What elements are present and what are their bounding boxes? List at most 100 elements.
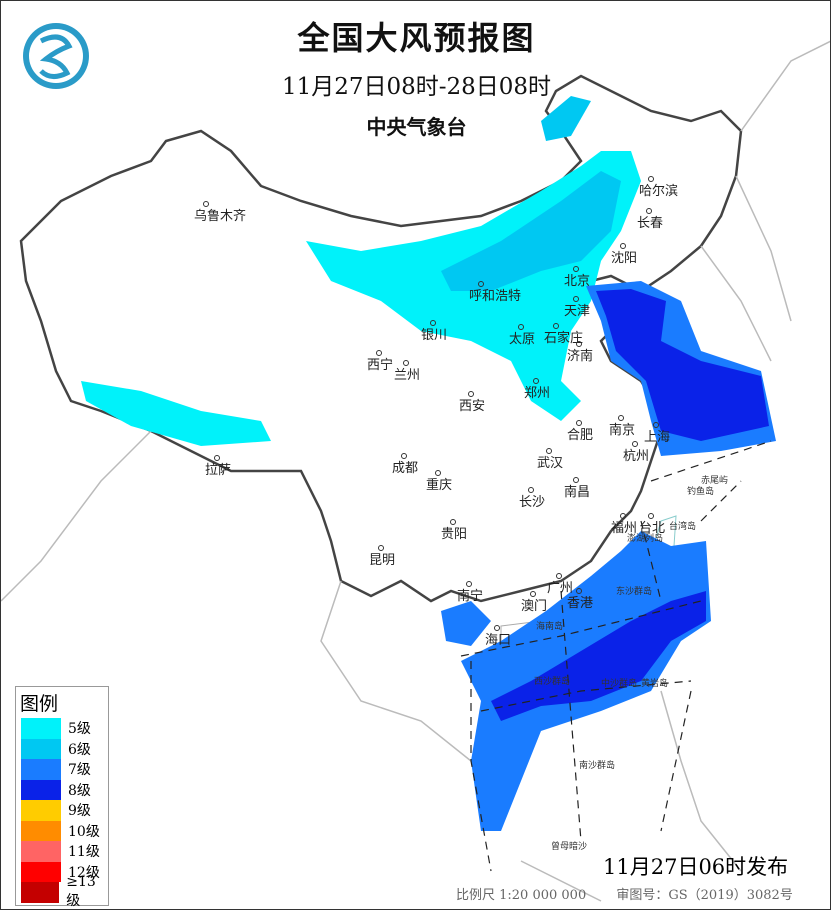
city-marker: 长沙 xyxy=(519,487,545,510)
city-marker: 重庆 xyxy=(426,470,452,493)
city-label: 成都 xyxy=(392,461,418,476)
legend-swatch xyxy=(21,738,61,759)
city-dot xyxy=(435,470,441,476)
legend-label: ≥13级 xyxy=(66,874,96,910)
city-label: 长沙 xyxy=(519,495,545,510)
city-marker: 海口 xyxy=(485,625,511,648)
city-label: 武汉 xyxy=(537,456,563,471)
city-dot xyxy=(450,519,456,525)
wind-area-level-6 xyxy=(441,171,621,291)
city-dot xyxy=(620,513,626,519)
legend-swatch xyxy=(21,882,60,903)
city-dot xyxy=(546,448,552,454)
legend-swatch xyxy=(21,841,61,862)
city-marker: 杭州 xyxy=(623,441,649,464)
island-label: 中沙群岛 xyxy=(601,677,637,689)
city-label: 郑州 xyxy=(524,386,550,401)
city-label: 杭州 xyxy=(623,449,649,464)
dashed-line xyxy=(460,440,772,872)
island-label: 澎湖列岛 xyxy=(627,532,663,544)
city-label: 贵阳 xyxy=(441,527,467,542)
city-marker: 澳门 xyxy=(521,591,547,614)
legend-label: 12级 xyxy=(68,864,100,881)
legend-label: 8级 xyxy=(68,782,91,799)
city-dot xyxy=(214,455,220,461)
city-label: 海口 xyxy=(485,633,511,648)
city-dot xyxy=(430,320,436,326)
city-marker: 哈尔滨 xyxy=(639,176,678,199)
city-marker: 天津 xyxy=(564,296,590,319)
city-dot xyxy=(573,266,579,272)
scale-text: 比例尺 1:20 000 000 xyxy=(456,888,587,903)
city-label: 上海 xyxy=(644,430,670,445)
city-label: 拉萨 xyxy=(205,463,231,478)
city-marker: 西宁 xyxy=(367,350,393,373)
legend-label: 5级 xyxy=(68,721,91,738)
city-marker: 兰州 xyxy=(394,360,420,383)
city-label: 银川 xyxy=(421,328,447,343)
legend-label: 11级 xyxy=(68,844,100,861)
city-marker: 上海 xyxy=(644,422,670,445)
city-label: 南宁 xyxy=(457,588,483,604)
island-label: 南沙群岛 xyxy=(579,759,615,771)
city-label: 济南 xyxy=(567,348,593,364)
city-dot xyxy=(646,208,652,214)
city-label: 合肥 xyxy=(567,428,593,443)
city-dot xyxy=(648,513,654,519)
city-label: 天津 xyxy=(564,304,590,319)
city-marker: 南京 xyxy=(609,415,635,438)
island-label: 西沙群岛 xyxy=(534,675,570,687)
city-marker: 太原 xyxy=(509,324,535,347)
city-dot xyxy=(376,350,382,356)
wind-area-level-5-tibet xyxy=(81,381,271,446)
city-dot xyxy=(468,391,474,397)
city-marker: 台北 xyxy=(639,513,665,536)
city-dot xyxy=(576,588,582,594)
legend-swatch xyxy=(21,820,61,841)
legend-item: 12级 xyxy=(16,861,108,882)
neighbor-borders xyxy=(1,40,830,902)
legend-item: 9级 xyxy=(16,800,108,821)
legend-item: 7级 xyxy=(16,759,108,780)
city-marker: 郑州 xyxy=(524,378,550,401)
review-number: 审图号：GS（2019）3082号 xyxy=(616,888,793,903)
legend-item: 5级 xyxy=(16,718,108,739)
city-marker: 福州 xyxy=(611,513,637,536)
city-dot xyxy=(632,441,638,447)
city-dot xyxy=(494,625,500,631)
city-label: 台北 xyxy=(639,521,665,536)
city-label: 乌鲁木齐 xyxy=(194,208,246,224)
city-label: 太原 xyxy=(509,332,535,347)
legend-label: 10级 xyxy=(68,823,100,840)
city-dot xyxy=(530,591,536,597)
island-label: 黄岩岛 xyxy=(641,677,668,689)
city-marker: 成都 xyxy=(392,453,418,476)
city-label: 广州 xyxy=(547,581,573,596)
forecast-period: 11月27日08时-28日08时 xyxy=(281,74,552,100)
city-marker: 香港 xyxy=(567,588,593,611)
legend-item: ≥13级 xyxy=(16,874,108,909)
city-label: 重庆 xyxy=(426,477,452,493)
cma-logo-icon xyxy=(23,23,89,89)
city-dot xyxy=(648,176,654,182)
city-marker: 呼和浩特 xyxy=(469,281,521,304)
wind-area-level-8-south-sea xyxy=(491,591,706,721)
city-marker: 长春 xyxy=(637,208,663,231)
wind-area-level-6-ne xyxy=(541,96,591,141)
legend-swatch xyxy=(21,718,61,739)
city-marker: 昆明 xyxy=(369,545,395,568)
city-label: 南京 xyxy=(609,422,635,438)
island-label: 曾母暗沙 xyxy=(551,840,587,852)
legend-swatch xyxy=(21,861,61,882)
legend-swatch xyxy=(21,779,61,800)
legend-swatch xyxy=(21,759,61,780)
legend-title: 图例 xyxy=(20,693,59,715)
city-dot xyxy=(401,453,407,459)
city-marker: 广州 xyxy=(547,573,573,596)
city-label: 呼和浩特 xyxy=(469,289,521,304)
city-dot xyxy=(533,378,539,384)
city-dot xyxy=(620,243,626,249)
island-label: 海南岛 xyxy=(536,620,563,632)
